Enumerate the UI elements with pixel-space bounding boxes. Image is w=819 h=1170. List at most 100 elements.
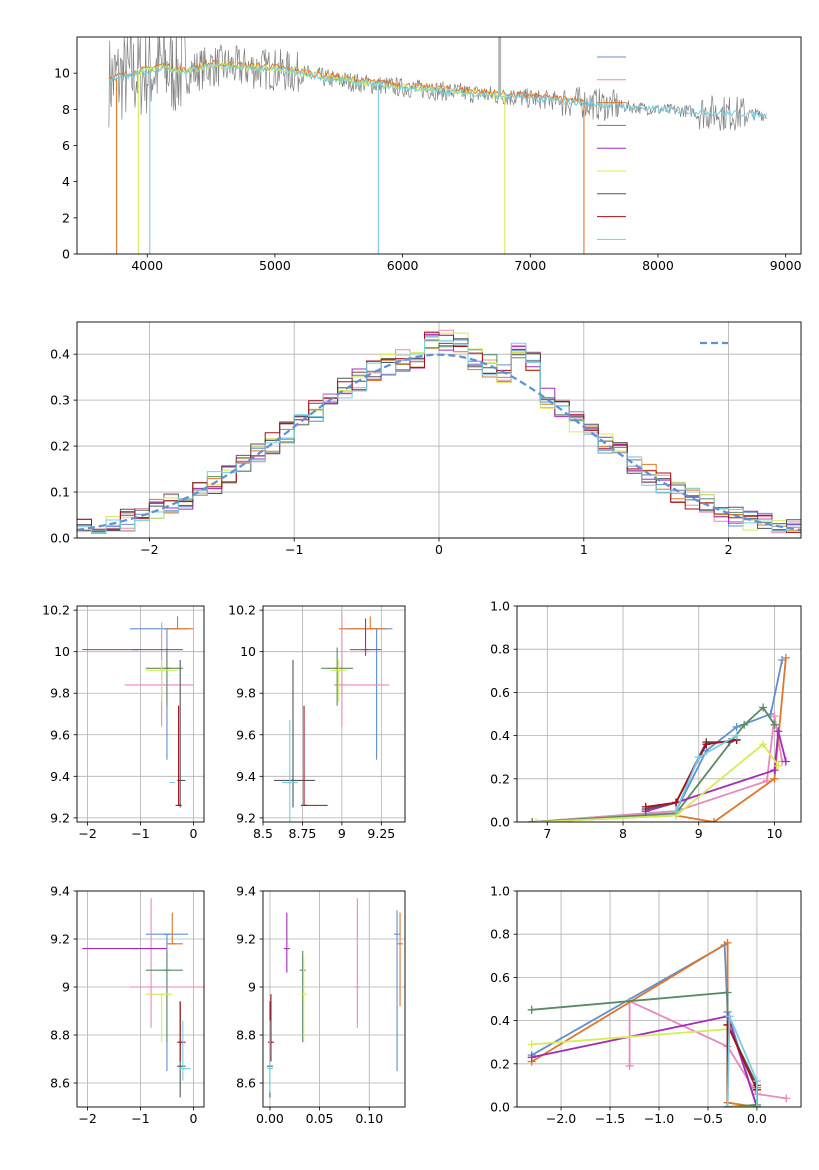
x-tick-label: 7 bbox=[543, 826, 551, 841]
x-tick-label: 0.0 bbox=[747, 1111, 767, 1126]
x-tick-label: −1 bbox=[285, 542, 303, 557]
series-marker bbox=[694, 753, 703, 762]
y-tick-label: 0.4 bbox=[490, 1013, 510, 1028]
y-tick-label: 4 bbox=[62, 174, 70, 189]
x-tick-label: 8 bbox=[619, 826, 627, 841]
y-tick-label: 0.2 bbox=[50, 439, 70, 454]
series-salpeter_miles bbox=[528, 712, 787, 822]
x-tick-label: 9000 bbox=[770, 258, 802, 273]
x-tick-label: 5000 bbox=[259, 258, 291, 273]
axes-frame bbox=[262, 890, 406, 1108]
errorbar-chabrier_miles bbox=[345, 628, 393, 760]
y-tick-label: 0.0 bbox=[490, 815, 510, 830]
data-spectrum-line bbox=[108, 37, 767, 131]
x-tick-label: 9 bbox=[338, 826, 346, 841]
x-tick-label: −1.0 bbox=[644, 1111, 674, 1126]
x-tick-label: 2 bbox=[725, 542, 733, 557]
x-tick-label: 4000 bbox=[131, 258, 163, 273]
errorbar-salpeter_elodie bbox=[349, 618, 382, 656]
series-chabrier_miles bbox=[527, 941, 761, 1107]
y-tick-label: 10 bbox=[240, 644, 256, 659]
plot-area bbox=[82, 898, 204, 1098]
grid bbox=[77, 606, 204, 822]
errorbar-chabrier_elodie bbox=[145, 951, 183, 1043]
errorbar-chabrier_miles bbox=[129, 628, 189, 760]
series-chabrier_elodie bbox=[527, 988, 761, 1107]
x-tick-label: −2 bbox=[78, 1111, 96, 1126]
y-tick-label: 9.6 bbox=[236, 727, 256, 742]
errorbar-kroupa_elodie bbox=[145, 993, 173, 1043]
x-tick-label: −1 bbox=[131, 826, 149, 841]
series-marker bbox=[725, 1012, 734, 1021]
series-marker bbox=[781, 653, 790, 662]
errorbar-salpeter_stelib bbox=[175, 705, 182, 806]
series-marker bbox=[702, 740, 711, 749]
series-marker bbox=[782, 1094, 791, 1103]
y-tick-label: 9.2 bbox=[50, 810, 70, 825]
series-line bbox=[531, 941, 758, 1107]
axes-frame bbox=[262, 605, 406, 823]
errorbar-kroupa_stelib bbox=[179, 1020, 191, 1081]
series-marker bbox=[527, 1040, 536, 1049]
x-tick-label: −0.5 bbox=[693, 1111, 723, 1126]
histogram-salpeter_stelib bbox=[77, 332, 801, 533]
panel-mass_weight_vs_age: 7 8 9 10 0.0 0.2 0.4 0.6 0.8 1.0 bbox=[490, 599, 802, 841]
y-tick-label: 0.4 bbox=[50, 347, 70, 362]
errorbar-kroupa_miles bbox=[166, 912, 183, 945]
model-line-kroupa_stelib bbox=[108, 62, 767, 119]
y-tick-label: 0.3 bbox=[50, 393, 70, 408]
series-marker bbox=[770, 712, 779, 721]
series-line bbox=[535, 742, 780, 822]
y-tick-label: 0.0 bbox=[490, 1100, 510, 1115]
y-tick-label: 9.8 bbox=[236, 686, 256, 701]
series-kroupa_stelib bbox=[723, 1012, 761, 1107]
series-marker bbox=[752, 1077, 761, 1086]
series-marker bbox=[723, 1103, 732, 1107]
series-kroupa_stelib bbox=[672, 731, 741, 816]
y-tick-label: 9 bbox=[62, 980, 70, 995]
series-marker bbox=[732, 722, 741, 731]
grid bbox=[77, 890, 204, 1107]
errorbar-kroupa_miles bbox=[397, 912, 404, 1007]
y-tick-label: 0.8 bbox=[490, 642, 510, 657]
errorbar-salpeter_miles bbox=[354, 898, 361, 1028]
errorbar-salpeter_miles bbox=[124, 622, 194, 727]
legend bbox=[597, 56, 626, 240]
plot-area bbox=[82, 616, 194, 808]
y-tick-label: 1.0 bbox=[490, 599, 510, 614]
errorbar-chabrier_stelib bbox=[274, 660, 316, 808]
series-marker bbox=[531, 818, 540, 822]
plot-area bbox=[527, 938, 791, 1107]
errorbar-salpeter_stelib bbox=[267, 994, 274, 1062]
series-marker bbox=[781, 757, 790, 766]
y-tick-label: 10.2 bbox=[42, 603, 70, 618]
series-marker bbox=[723, 988, 732, 997]
series-line bbox=[532, 657, 787, 822]
series-salpeter_elodie bbox=[527, 1012, 761, 1107]
series-chabrier_elodie bbox=[528, 703, 779, 822]
series-marker bbox=[709, 818, 718, 822]
series-marker bbox=[740, 720, 749, 729]
y-tick-label: 8.6 bbox=[236, 1076, 256, 1091]
y-tick-label: 8.8 bbox=[236, 1028, 256, 1043]
x-tick-label: −2 bbox=[78, 826, 96, 841]
errorbar-salpeter_miles bbox=[334, 612, 390, 727]
y-tick-label: 1.0 bbox=[490, 884, 510, 899]
x-tick-label: 0 bbox=[189, 826, 197, 841]
series-line bbox=[532, 659, 783, 822]
series-marker bbox=[774, 761, 783, 770]
series-marker bbox=[770, 774, 779, 783]
y-tick-label: 9.4 bbox=[236, 884, 256, 899]
series-chabrier_miles bbox=[528, 656, 787, 822]
panel-residuals: −2 −1 0 1 2 0.0 0.1 0.2 0.3 0.4 bbox=[50, 321, 802, 557]
panel-mass_vs_ebv: 0.00 0.05 0.10 8.6 8.8 9 9.2 9.4 bbox=[236, 884, 406, 1126]
panel-age_vs_Z: −2 −1 0 9.2 9.4 9.6 9.8 10 10.2 bbox=[42, 603, 205, 841]
errorbar-chabrier_elodie bbox=[299, 951, 306, 1043]
y-tick-label: 9.6 bbox=[50, 727, 70, 742]
x-tick-label: −1 bbox=[131, 1111, 149, 1126]
series-kroupa_miles bbox=[528, 653, 790, 822]
series-marker bbox=[752, 1103, 761, 1107]
axes-frame bbox=[516, 605, 802, 823]
y-tick-label: 0.2 bbox=[490, 1056, 510, 1071]
y-tick-label: 0.6 bbox=[490, 685, 510, 700]
